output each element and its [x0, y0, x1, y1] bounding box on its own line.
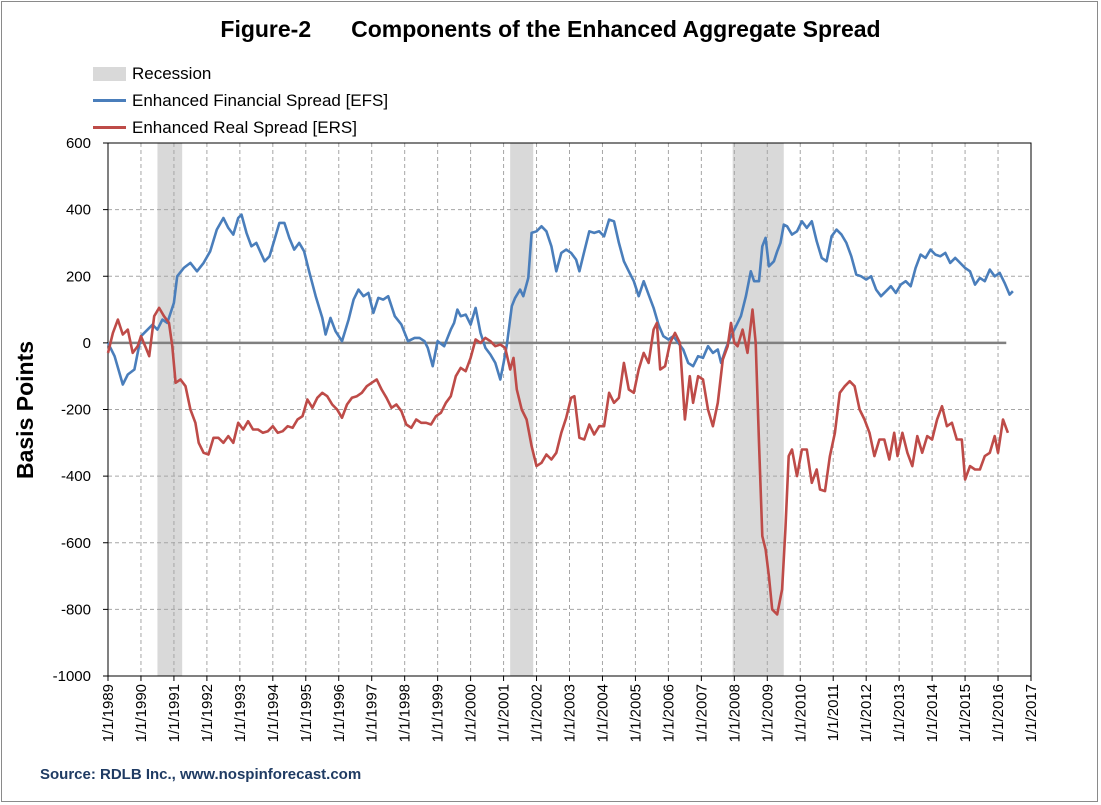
y-tick-label: -600	[61, 535, 91, 552]
x-tick-label: 1/1/2017	[1023, 684, 1040, 742]
y-tick-label: -200	[61, 402, 91, 419]
x-tick-label: 1/1/2011	[825, 684, 842, 741]
x-tick-label: 1/1/1999	[430, 684, 447, 742]
legend-label-recession: Recession	[132, 63, 212, 83]
x-tick-label: 1/1/2004	[594, 684, 611, 742]
x-tick-label: 1/1/2016	[990, 684, 1007, 742]
x-tick-label: 1/1/2010	[792, 684, 809, 742]
x-tick-label: 1/1/2014	[924, 684, 941, 742]
figure-title: Components of the Enhanced Aggregate Spr…	[351, 16, 881, 42]
x-tick-label: 1/1/2009	[759, 684, 776, 742]
x-tick-label: 1/1/2001	[496, 684, 513, 742]
y-tick-label: 600	[66, 135, 91, 152]
plot-area-border	[107, 142, 1032, 677]
efs-line	[106, 213, 1014, 386]
legend-label-ers: Enhanced Real Spread [ERS]	[132, 117, 357, 137]
x-tick-label: 1/1/1989	[100, 684, 117, 742]
legend-item-efs: Enhanced Financial Spread [EFS]	[93, 87, 388, 114]
x-tick-label: 1/1/1996	[331, 684, 348, 742]
chart-title: Figure-2 Components of the Enhanced Aggre…	[0, 16, 1101, 43]
x-tick-label: 1/1/2002	[529, 684, 546, 742]
source-note: Source: RDLB Inc., www.nospinforecast.co…	[40, 766, 362, 783]
legend: Recession Enhanced Financial Spread [EFS…	[93, 60, 388, 141]
x-tick-label: 1/1/1994	[265, 684, 282, 742]
x-tick-label: 1/1/1991	[166, 684, 183, 742]
x-tick-label: 1/1/1990	[133, 684, 150, 742]
y-tick-label: -400	[61, 468, 91, 485]
legend-swatch-efs	[93, 99, 126, 102]
y-tick-label: 0	[83, 335, 91, 352]
x-tick-label: 1/1/1992	[199, 684, 216, 742]
x-tick-label: 1/1/2006	[660, 684, 677, 742]
y-tick-label: -800	[61, 601, 91, 618]
x-tick-label: 1/1/2013	[891, 684, 908, 742]
legend-item-ers: Enhanced Real Spread [ERS]	[93, 114, 388, 141]
x-tick-label: 1/1/2000	[463, 684, 480, 742]
x-tick-label: 1/1/1997	[364, 684, 381, 742]
x-tick-label: 1/1/1995	[298, 684, 315, 742]
y-tick-label: -1000	[53, 668, 91, 685]
x-tick-label: 1/1/1998	[397, 684, 414, 742]
ers-line	[106, 306, 1010, 616]
legend-label-efs: Enhanced Financial Spread [EFS]	[132, 90, 389, 110]
legend-swatch-ers	[93, 126, 126, 129]
x-tick-label: 1/1/2012	[858, 684, 875, 742]
y-tick-label: 400	[66, 202, 91, 219]
figure-number: Figure-2	[220, 16, 312, 42]
legend-item-recession: Recession	[93, 60, 388, 87]
legend-swatch-recession	[93, 66, 126, 81]
x-tick-label: 1/1/2003	[562, 684, 579, 742]
x-tick-label: 1/1/1993	[232, 684, 249, 742]
x-tick-label: 1/1/2015	[957, 684, 974, 742]
y-axis-label: Basis Points	[12, 341, 38, 479]
x-tick-label: 1/1/2005	[627, 684, 644, 742]
y-tick-label: 200	[66, 268, 91, 285]
x-tick-label: 1/1/2008	[726, 684, 743, 742]
x-tick-label: 1/1/2007	[693, 684, 710, 742]
